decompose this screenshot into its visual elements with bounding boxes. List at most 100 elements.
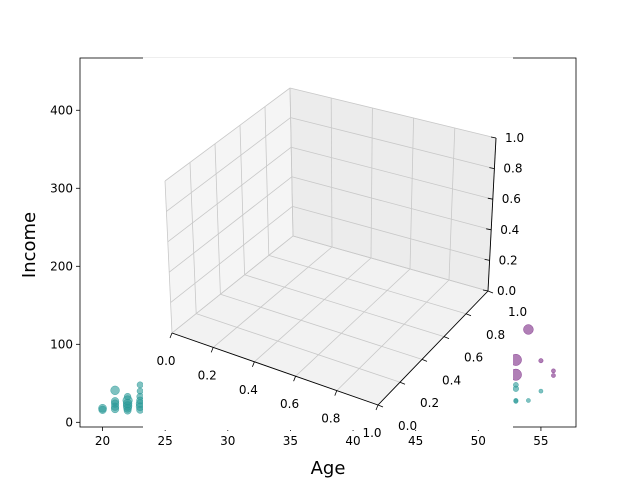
left-grid-horizontal [164, 87, 291, 182]
y-tick-label: 400 [50, 103, 73, 117]
z3d-tick-label: 0.8 [503, 162, 522, 176]
z3d-tick-mark [487, 197, 493, 200]
y3d-tick-label: 0.4 [442, 373, 461, 387]
y-tick-label: 0 [65, 415, 73, 429]
y-tick-group: 0 100 200 300 400 [50, 103, 80, 429]
z3d-tick-label: 0.2 [499, 253, 518, 267]
y3d-tick-label: 0.0 [398, 419, 417, 433]
back-grid-horizontal [290, 117, 495, 169]
back-grid-vertical [448, 127, 456, 281]
floor-grid-x [212, 246, 333, 348]
inset-panes [165, 88, 496, 405]
left-grid-vertical [289, 87, 294, 237]
y3d-tick-mark [443, 336, 450, 339]
x3d-tick-mark [169, 332, 173, 339]
x3d-tick-mark [210, 347, 214, 353]
z3d-tick-mark [490, 136, 497, 139]
left-grid-horizontal [167, 146, 292, 243]
x-axis-line [171, 332, 379, 406]
data-point [136, 405, 144, 414]
floor-grid-y [220, 293, 423, 360]
floor-grid-y [292, 235, 489, 292]
y-tick-label: 200 [50, 259, 73, 273]
data-point [526, 398, 531, 403]
z3d-tick-label: 1.0 [505, 131, 524, 145]
back-grid-horizontal [291, 176, 492, 231]
data-point [98, 405, 107, 414]
x3d-tick-label: 0.0 [156, 354, 175, 368]
x3d-tick-label: 1.0 [362, 426, 381, 440]
back-grid-vertical [409, 117, 414, 270]
x-tick-label: 25 [158, 434, 173, 448]
z3d-tick-label: 0.0 [497, 284, 516, 298]
z3d-tick-mark [489, 167, 495, 169]
back-grid-vertical [330, 97, 333, 248]
y3d-tick-mark [377, 404, 384, 408]
x3d-tick-label: 0.6 [280, 397, 299, 411]
x3d-tick-mark [334, 390, 338, 396]
data-point [110, 385, 120, 395]
x3d-tick-label: 0.4 [239, 383, 258, 397]
left-grid-horizontal [166, 117, 291, 212]
x3d-tick-mark [252, 361, 255, 367]
data-point [513, 398, 519, 404]
data-point [512, 385, 519, 392]
y-axis-line [377, 290, 489, 406]
floor-grid-y [196, 313, 401, 383]
data-point [111, 404, 120, 414]
x3d-tick-mark [293, 376, 296, 382]
x3d-tick-label: 0.2 [198, 368, 217, 382]
z3d-tick-label: 0.4 [500, 223, 519, 237]
x3d-tick-label: 0.8 [321, 412, 340, 426]
y3d-tick-label: 1.0 [508, 305, 527, 319]
inset-axis-lines [171, 137, 497, 406]
y-tick-label: 100 [50, 337, 73, 351]
y3d-tick-mark [487, 290, 494, 294]
back-grid-horizontal [289, 87, 497, 139]
floor-grid-x [336, 279, 450, 391]
left-grid-vertical [164, 180, 173, 334]
data-point [123, 406, 132, 415]
left-grid-horizontal [170, 206, 293, 303]
back-grid-vertical [370, 107, 373, 259]
y3d-tick-label: 0.2 [420, 396, 439, 410]
data-point [136, 381, 144, 389]
y3d-tick-mark [421, 359, 428, 362]
z-axis-line [487, 137, 497, 292]
back-grid-horizontal [292, 206, 490, 261]
y3d-tick-label: 0.8 [486, 328, 505, 342]
back-pane [290, 88, 496, 291]
left-pane [165, 88, 293, 333]
data-point [523, 324, 534, 335]
x-tick-label: 20 [95, 434, 110, 448]
floor-pane [172, 236, 488, 405]
left-grid-vertical [239, 125, 245, 275]
x-tick-label: 55 [533, 434, 548, 448]
left-grid-vertical [214, 143, 221, 295]
y3d-tick-mark [399, 381, 406, 385]
left-grid-vertical [264, 106, 270, 256]
x-axis-label: Age [311, 458, 346, 479]
inset-3d-axes: 0.00.20.40.60.81.0 0.00.20.40.60.81.00.00… [143, 57, 527, 440]
y-axis-label: Income [19, 212, 40, 278]
x-tick-label: 35 [283, 434, 298, 448]
left-grid-vertical [189, 162, 197, 314]
z3d-tick-mark [484, 259, 490, 261]
inset-tick-labels: 0.00.20.40.60.81.0 0.00.20.40.60.81.00.00… [156, 131, 527, 440]
z3d-tick-label: 0.6 [502, 192, 521, 206]
y-tick-label: 300 [50, 181, 73, 195]
back-grid-horizontal [291, 146, 493, 200]
floor-grid-x [254, 257, 372, 363]
scatter-points [98, 324, 556, 415]
z3d-tick-mark [482, 289, 489, 292]
y3d-tick-mark [465, 313, 472, 317]
data-point [538, 388, 544, 394]
y3d-tick-label: 0.6 [464, 351, 483, 365]
floor-grid-y [244, 274, 445, 337]
data-point [551, 368, 556, 374]
x3d-tick-mark [375, 404, 379, 411]
scatter-axes: 20 25 30 35 40 45 50 55 0 100 200 300 400 Age Incom… [19, 57, 577, 479]
data-point [538, 358, 544, 364]
left-grid-horizontal [168, 176, 293, 273]
